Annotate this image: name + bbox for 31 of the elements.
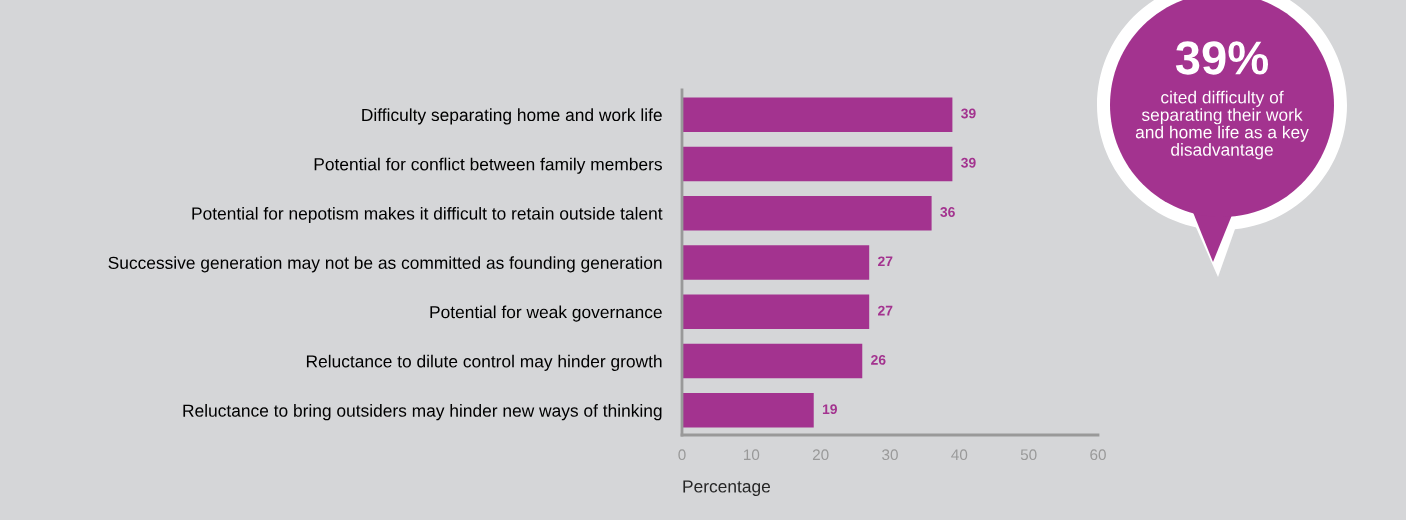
y-tick-label: Reluctance to bring outsiders may hinder new ways of thinking: [183, 404, 662, 421]
data-label: 19: [822, 404, 837, 415]
bar: [682, 245, 870, 280]
data-label: 26: [871, 354, 886, 365]
y-tick-label: Potential for conflict between family members: [314, 157, 662, 174]
x-tick-label: 0: [678, 449, 686, 461]
data-label: 27: [878, 256, 893, 267]
x-tick-label: 60: [1090, 449, 1106, 461]
x-tick-label: 30: [882, 449, 898, 461]
bar: [682, 97, 953, 132]
y-tick-label: Reluctance to dilute control may hinder growth: [306, 354, 662, 371]
bar: [682, 146, 953, 182]
data-label: 39: [961, 157, 976, 168]
data-label: 36: [940, 207, 955, 217]
x-tick-label: 40: [951, 449, 968, 461]
x-axis-title: Percentage: [683, 480, 771, 496]
y-tick-label: Difficulty separating home and work life: [362, 108, 662, 125]
data-label: 39: [961, 108, 976, 119]
y-tick-label: Potential for nepotism makes it difficult to retain outside talent: [192, 206, 663, 224]
text: 39%: [1175, 41, 1269, 75]
x-tick-label: 20: [812, 449, 829, 461]
bar: [682, 343, 863, 379]
text: cited difficulty of separating their work and home life as a key disadvantage: [1135, 90, 1309, 160]
bar: [682, 393, 814, 428]
bar: [682, 294, 870, 330]
x-tick-label: 50: [1020, 449, 1037, 461]
x-tick-label: 10: [744, 449, 760, 461]
y-tick-label: Successive generation may not be as committed as founding generation: [108, 256, 662, 273]
y-tick-label: Potential for weak governance: [430, 305, 662, 322]
bar: [682, 195, 932, 231]
data-label: 27: [878, 305, 893, 316]
